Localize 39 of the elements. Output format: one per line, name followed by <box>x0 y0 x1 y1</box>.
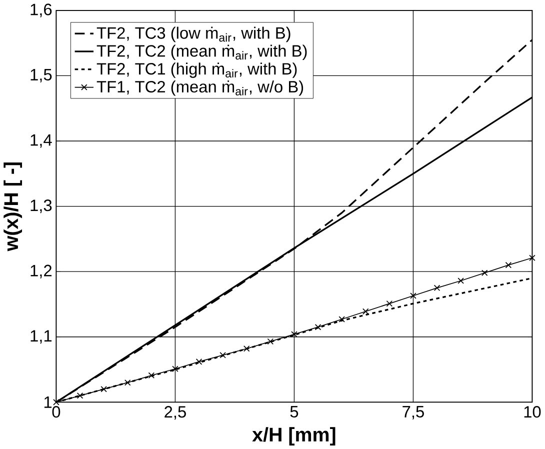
point <box>243 345 250 352</box>
point <box>100 386 107 392</box>
y-tick-label: 1,5 <box>30 68 52 82</box>
point <box>124 379 131 386</box>
point <box>314 324 322 330</box>
point <box>291 331 298 338</box>
x-tick-label: 5 <box>290 406 298 418</box>
point <box>338 316 345 322</box>
y-tick-label: 1,1 <box>30 330 52 344</box>
point <box>434 284 440 292</box>
point <box>148 372 155 378</box>
point <box>386 300 393 307</box>
y-tick-label: 1 <box>44 396 52 408</box>
point <box>505 262 512 268</box>
x-tick-label: 10 <box>524 406 541 418</box>
point <box>172 366 178 372</box>
point <box>267 338 274 345</box>
y-tick-label: 1,4 <box>30 134 52 148</box>
y-tick-label: 1,2 <box>30 264 52 278</box>
legend-label: TF2, TC2 (mean ṁ$_{air}$, with B) <box>96 44 307 60</box>
point <box>410 292 416 299</box>
point <box>76 392 84 399</box>
x-tick-label: 0 <box>52 406 60 418</box>
legend-label: TF1, TC2 (mean ṁ$_{air}$, w/o B) <box>96 80 304 96</box>
point <box>529 254 536 261</box>
point <box>458 278 464 284</box>
legend-label: TF2, TC1 (high ṁ$_{air}$, with B) <box>96 62 297 78</box>
point <box>220 352 226 358</box>
legend-label: TF2, TC3 (low ṁ$_{air}$, with B) <box>96 26 290 42</box>
y-tick-label: 1,3 <box>30 199 52 214</box>
point <box>481 270 488 276</box>
point <box>362 308 369 315</box>
point <box>196 358 202 365</box>
x-tick-label: 7,5 <box>402 406 424 420</box>
point <box>53 398 60 406</box>
x-axis-title: x/H [mm] <box>252 427 336 446</box>
y-axis-title: w(x)/H [ -] <box>4 162 22 252</box>
y-tick-label: 1,6 <box>30 4 52 18</box>
x-tick-label: 2,5 <box>164 406 186 420</box>
